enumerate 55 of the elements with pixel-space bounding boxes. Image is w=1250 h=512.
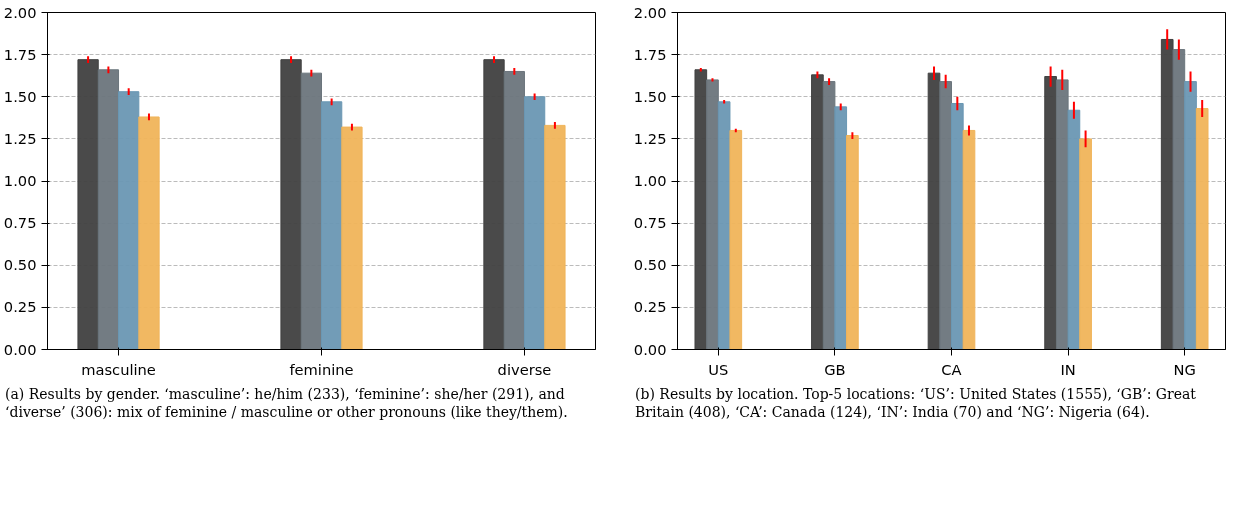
x-tick-label: GB — [824, 360, 846, 378]
y-tick-label: 0.50 — [3, 256, 37, 274]
y-tick-label: 1.00 — [633, 172, 667, 189]
bar — [341, 126, 363, 350]
text: (b) Results by location. Top-5 locations: ‘US’: United States (1555), ‘GB’: Great Britain (408), ‘CA’: Canada (124), ‘IN’: India (70) and ‘NG’: Nigeria (64). — [635, 385, 1197, 422]
x-tick-label: diverse — [497, 360, 552, 378]
bar — [1172, 49, 1186, 350]
bar — [1067, 109, 1081, 350]
bar — [1079, 138, 1092, 350]
bar — [544, 124, 566, 350]
text: (a) Results by gender. ‘masculine’: he/him (233), ‘feminine’: she/her (291), and ‘diverse’ (306): mix of feminine / masculine or other pronouns (like they/them). — [5, 385, 569, 422]
y-tick-label: 1.50 — [3, 87, 37, 105]
y-tick-label: 2.00 — [633, 3, 667, 21]
bar — [939, 81, 952, 350]
bar — [729, 129, 743, 350]
bar — [1184, 81, 1197, 350]
y-tick-label: 0.00 — [3, 340, 37, 358]
y-tick-label: 0.75 — [633, 214, 667, 232]
y-tick-label: 1.25 — [3, 129, 37, 147]
bar — [1044, 76, 1057, 350]
y-tick-label: 0.25 — [633, 298, 667, 316]
y-tick-label: 0.25 — [3, 298, 37, 316]
bar — [97, 69, 120, 350]
bar — [503, 70, 525, 350]
bar — [483, 59, 505, 350]
y-tick-label: 1.75 — [3, 45, 37, 63]
bar — [523, 96, 546, 350]
y-tick-label: 0.50 — [633, 256, 667, 274]
bar — [321, 101, 343, 350]
bar — [1195, 108, 1209, 350]
bar — [811, 74, 824, 350]
bar — [77, 59, 99, 350]
x-tick-label: US — [708, 360, 729, 378]
bar — [951, 102, 964, 350]
bar — [846, 135, 859, 350]
x-tick-label: NG — [1173, 360, 1196, 378]
y-tick-label: 2.00 — [3, 3, 37, 21]
y-tick-label: 1.25 — [633, 129, 667, 147]
x-tick-label: feminine — [289, 360, 354, 378]
bar — [300, 72, 322, 350]
bar — [694, 69, 708, 350]
y-tick-label: 1.00 — [3, 172, 37, 189]
y-tick-label: 0.75 — [3, 214, 37, 232]
bar — [138, 116, 160, 350]
y-tick-label: 1.50 — [633, 87, 667, 105]
bar — [280, 59, 302, 350]
y-tick-label: 0.00 — [633, 340, 667, 358]
bar — [834, 106, 848, 350]
x-tick-label: CA — [941, 360, 962, 378]
x-tick-label: IN — [1060, 360, 1076, 378]
bar — [118, 91, 140, 350]
bar — [706, 79, 719, 350]
bar — [962, 129, 976, 350]
x-tick-label: masculine — [81, 360, 156, 378]
y-tick-label: 1.75 — [633, 45, 667, 63]
